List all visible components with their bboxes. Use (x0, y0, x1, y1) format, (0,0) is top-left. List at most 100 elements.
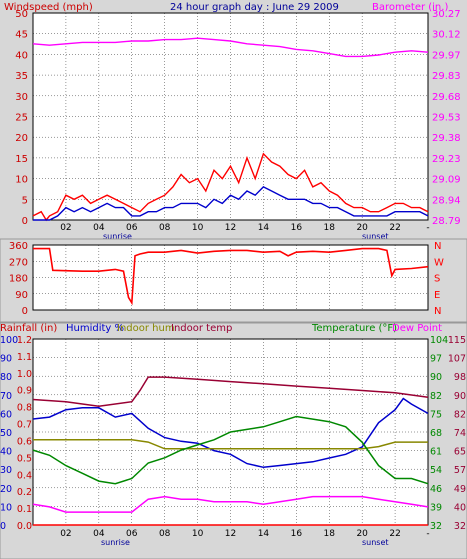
humidity-tick-label: 50 (0, 428, 12, 439)
temperature-tick-label: 39 (430, 502, 442, 513)
temperature-tick-label: 46 (430, 484, 442, 495)
rainfall-tick-label: 1.0 (17, 369, 32, 380)
rainfall-tick-label: 0.4 (17, 470, 32, 481)
humidity-axis-label: Humidity % (66, 323, 124, 334)
hour-tick-label: 12 (225, 529, 236, 539)
panel3-series (32, 376, 429, 526)
dew-point-axis-label: Dew Point (392, 323, 442, 334)
chart-title: 24 hour graph day : June 29 2009 (170, 2, 339, 13)
compass-label: S (434, 274, 440, 285)
rainfall-tick-label: 0.8 (17, 403, 32, 414)
hour-tick-label: 20 (356, 529, 368, 539)
rainfall-tick-label: 0.6 (17, 436, 32, 447)
hour-tick-label: 10 (192, 529, 204, 539)
hour-tick-label: 04 (93, 529, 105, 539)
rainfall-tick-label: 0.9 (17, 386, 32, 397)
indoor-tick-label: 107 (448, 354, 466, 365)
humidity-axis-ticks: 0 10 20 30 40 50 60 70 80 90 100 (0, 335, 18, 532)
barometer-tick-label: 29.38 (432, 133, 461, 144)
barometer-tick-label: 30.27 (432, 9, 461, 20)
windspeed-tick-label: 5 (22, 195, 28, 206)
windspeed-tick-label: 20 (15, 133, 28, 144)
temperature-tick-label: 54 (430, 465, 442, 476)
rainfall-tick-label: 0.7 (17, 420, 32, 431)
hour-tick-label: - (426, 223, 429, 233)
barometer-tick-label: 30.12 (432, 30, 461, 41)
hour-tick-label: 08 (159, 223, 171, 233)
wind-barometer-panel: Windspeed (mph) 24 hour graph day : June… (0, 0, 467, 241)
indoor-axis-ticks: 32 40 49 57 65 74 82 90 98 107 115 (448, 335, 466, 532)
compass-label: E (434, 290, 440, 301)
indoor-tick-label: 65 (454, 447, 466, 458)
temperature-tick-label: 97 (430, 354, 442, 365)
rainfall-tick-label: 0.1 (17, 504, 32, 515)
humidity-tick-label: 80 (0, 372, 12, 383)
hour-tick-label: 22 (389, 223, 400, 233)
panel3-hour-ticks: 02 04 06 08 10 12 14 16 18 20 22 - (60, 529, 429, 539)
humidity-tick-label: 100 (0, 335, 18, 346)
barometer-tick-label: 29.97 (432, 50, 461, 61)
indoor-tick-label: 49 (454, 484, 466, 495)
hour-tick-label: 04 (93, 223, 105, 233)
temperature-tick-label: 75 (430, 409, 442, 420)
windspeed-tick-label: 25 (15, 113, 28, 124)
hour-tick-label: 02 (60, 529, 71, 539)
humidity-tick-label: 10 (0, 502, 12, 513)
panel1-hour-ticks: 02 04 06 08 10 12 14 16 18 20 22 - (60, 223, 429, 233)
temperature-tick-label: 61 (430, 447, 442, 458)
direction-degree-label: 270 (9, 257, 28, 268)
direction-degree-label: 90 (15, 290, 28, 301)
temperature-humidity-panel: Rainfall (in) Humidity % Indoor hum Indo… (0, 322, 467, 559)
barometer-tick-label: 29.09 (432, 175, 461, 186)
windspeed-axis-ticks: 0 5 10 15 20 25 30 35 40 45 50 (15, 9, 28, 227)
rainfall-axis-label: Rainfall (in) (0, 323, 57, 334)
barometer-axis-ticks: 28.79 28.94 29.09 29.23 29.38 29.53 29.68 29.83… (432, 9, 461, 227)
indoor-tick-label: 98 (454, 372, 466, 383)
barometer-line (32, 37, 429, 58)
hour-tick-label: 22 (389, 529, 400, 539)
panel1-sunset-label: sunset (362, 232, 389, 241)
hour-tick-label: 10 (192, 223, 204, 233)
indoor-tick-label: 32 (454, 521, 466, 532)
hour-tick-label: 12 (225, 223, 236, 233)
hour-tick-label: 06 (126, 529, 138, 539)
windspeed-tick-label: 35 (15, 71, 28, 82)
panel1-series (32, 37, 429, 222)
compass-label: W (434, 257, 444, 268)
rainfall-tick-label: 0.5 (17, 453, 32, 464)
windspeed-tick-label: 45 (15, 30, 28, 41)
dew-point-line (32, 495, 429, 513)
rainfall-tick-label: 0.2 (17, 487, 32, 498)
rainfall-tick-label: 1.2 (17, 335, 32, 346)
indoor-tick-label: 82 (454, 409, 466, 420)
windspeed-line (32, 152, 429, 222)
humidity-tick-label: 20 (0, 484, 12, 495)
barometer-tick-label: 29.23 (432, 154, 461, 165)
hour-tick-label: 18 (324, 223, 336, 233)
temperature-line (32, 415, 429, 485)
compass-label: N (434, 306, 441, 317)
barometer-tick-label: 28.94 (432, 195, 461, 206)
temperature-tick-label: 68 (430, 428, 442, 439)
hour-tick-label: 16 (291, 529, 303, 539)
avg-wind-line (33, 186, 429, 221)
humidity-tick-label: 70 (0, 391, 12, 402)
barometer-tick-label: 29.68 (432, 92, 461, 103)
barometer-tick-label: 29.83 (432, 71, 461, 82)
direction-degree-label: 0 (22, 306, 28, 317)
hour-tick-label: 02 (60, 223, 71, 233)
barometer-tick-label: 28.79 (432, 216, 461, 227)
temperature-tick-label: 82 (430, 391, 442, 402)
windspeed-tick-label: 0 (22, 216, 28, 227)
windspeed-tick-label: 50 (15, 9, 28, 20)
indoor-hum-label: Indoor hum (117, 323, 175, 334)
humidity-tick-label: 90 (0, 354, 12, 365)
rainfall-tick-label: 1.1 (17, 352, 32, 363)
windspeed-tick-label: 15 (15, 154, 28, 165)
hour-tick-label: 16 (291, 223, 303, 233)
indoor-temp-line (32, 376, 429, 407)
